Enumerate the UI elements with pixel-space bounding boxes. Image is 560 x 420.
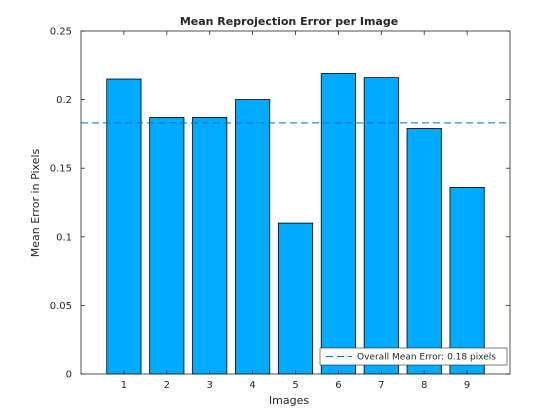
x-tick-label: 6 — [335, 380, 341, 391]
y-tick-label: 0.2 — [56, 95, 72, 106]
y-tick-label: 0 — [66, 370, 72, 381]
x-tick-label: 2 — [164, 380, 170, 391]
legend-label: Overall Mean Error: 0.18 pixels — [357, 353, 496, 363]
y-tick-label: 0.15 — [50, 164, 72, 175]
x-axis-label: Images — [269, 394, 309, 407]
y-tick-label: 0.1 — [56, 232, 72, 243]
x-tick-label: 5 — [292, 380, 298, 391]
x-tick-label: 4 — [249, 380, 255, 391]
bar-image-5 — [277, 222, 314, 375]
y-tick-label: 0.05 — [50, 301, 72, 312]
x-tick-label: 8 — [421, 380, 427, 391]
bar-image-6 — [320, 73, 356, 375]
x-tick-label: 3 — [207, 380, 213, 391]
bar-image-2 — [149, 117, 185, 375]
y-axis-label: Mean Error in Pixels — [29, 148, 42, 257]
chart-title: Mean Reprojection Error per Image — [180, 15, 398, 28]
bar-image-8 — [406, 128, 442, 375]
bar-image-9 — [449, 187, 485, 375]
bar-image-7 — [363, 77, 399, 375]
bar-image-4 — [235, 99, 271, 375]
y-tick-label: 0.25 — [50, 27, 72, 38]
x-tick-label: 9 — [464, 380, 470, 391]
legend-box — [319, 347, 508, 366]
bar-image-3 — [192, 117, 228, 375]
x-tick-label: 1 — [121, 380, 127, 391]
x-tick-label: 7 — [378, 380, 384, 391]
bar-image-1 — [106, 78, 142, 375]
plot-area: 0 0.05 0.1 0.15 0.2 0.25 1 2 3 4 5 6 7 8 9 Overall Mean… — [50, 27, 511, 391]
